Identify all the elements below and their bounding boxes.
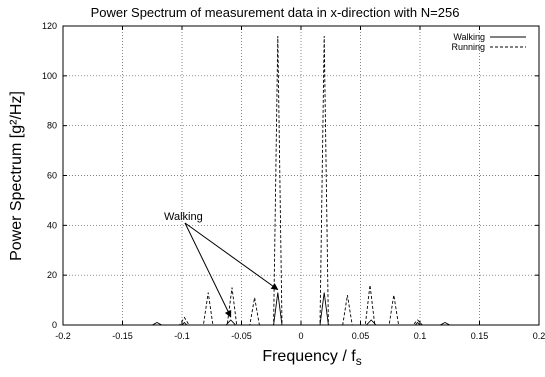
y-tick-label: 0 xyxy=(52,320,57,330)
data-series xyxy=(63,35,539,326)
y-tick-label: 40 xyxy=(47,220,57,230)
x-axis-label: Frequency / fs xyxy=(262,348,361,368)
x-axis-label-main: Frequency / f xyxy=(262,348,356,365)
y-tick-label: 120 xyxy=(42,21,57,31)
series-line-walking xyxy=(63,292,539,326)
y-tick-label: 60 xyxy=(47,171,57,181)
axis-ticks: -0.2 -0.15 -0.1 -0.05 0 0.05 0.1 0.15 0.2 0 20 40 60… xyxy=(42,21,545,341)
x-axis-label-subscript: s xyxy=(356,354,362,368)
y-tick-label: 100 xyxy=(42,71,57,81)
annotation-arrow xyxy=(184,222,279,291)
x-tick-label: 0.1 xyxy=(414,331,427,341)
legend-label: Running xyxy=(451,42,485,52)
series-line-running xyxy=(63,35,539,326)
x-tick-label: -0.1 xyxy=(174,331,190,341)
grid-lines xyxy=(63,26,539,325)
y-tick-label: 20 xyxy=(47,270,57,280)
y-tick-label: 80 xyxy=(47,121,57,131)
legend-label: Walking xyxy=(453,32,485,42)
x-tick-label: -0.15 xyxy=(112,331,133,341)
x-tick-label: -0.05 xyxy=(231,331,252,341)
x-tick-label: -0.2 xyxy=(55,331,71,341)
y-axis-label: Power Spectrum [g²/Hz] xyxy=(8,91,25,261)
x-tick-label: 0.15 xyxy=(471,331,489,341)
annotation-arrow xyxy=(184,222,232,318)
x-tick-label: 0.2 xyxy=(533,331,545,341)
x-tick-label: 0.05 xyxy=(352,331,370,341)
walking-annotation: Walking xyxy=(164,211,279,318)
chart-title: Power Spectrum of measurement data in x-… xyxy=(91,5,460,20)
annotation-label: Walking xyxy=(164,211,203,223)
x-tick-label: 0 xyxy=(298,331,303,341)
